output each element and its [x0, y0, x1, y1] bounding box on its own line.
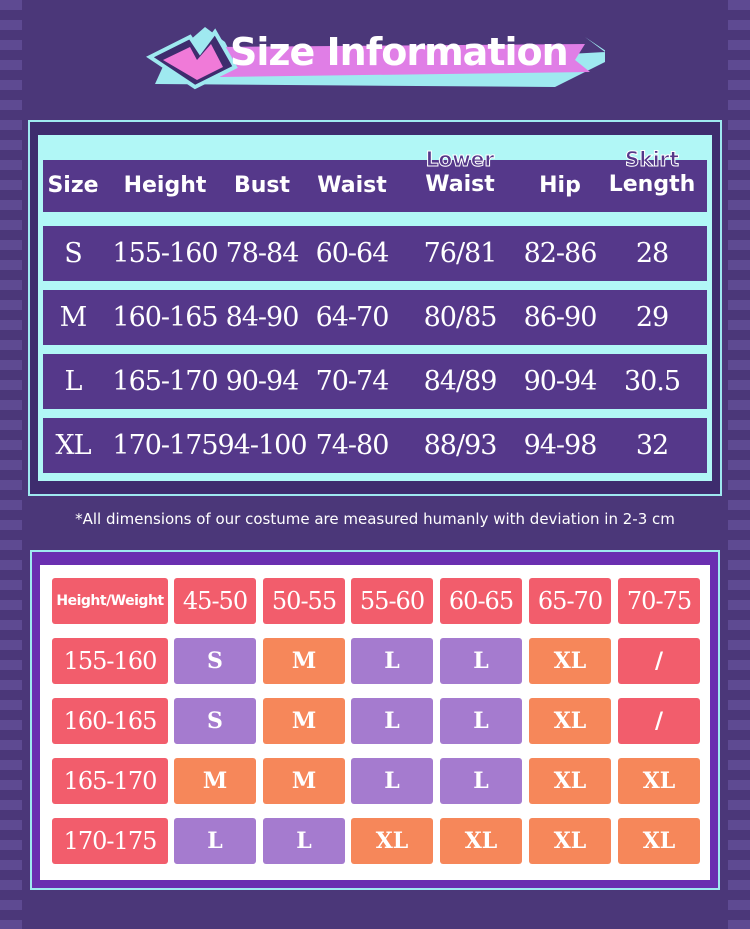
table-cell: 160-165	[112, 302, 218, 333]
size-cell: M	[174, 758, 256, 804]
size-cell: L	[174, 818, 256, 864]
table-cell: 94-100	[217, 430, 307, 461]
table-cell: 76/81	[423, 238, 498, 269]
size-cell: M	[263, 698, 345, 744]
size-cell: M	[263, 758, 345, 804]
column-header-main: Hip	[539, 173, 581, 198]
table-cell: 86-90	[523, 302, 598, 333]
column-header-main: Waist	[425, 172, 495, 197]
table-cell: 60-64	[315, 238, 390, 269]
weight-header: 65-70	[529, 578, 611, 624]
table-row: L 165-170 90-94 70-74 84/89 90-94 30.5	[43, 354, 707, 409]
page-title: Size Information	[230, 30, 569, 74]
height-header: 160-165	[52, 698, 168, 744]
table-cell: 155-160	[112, 238, 218, 269]
size-cell: XL	[618, 758, 700, 804]
size-cell: L	[351, 638, 433, 684]
table-cell: XL	[55, 430, 91, 461]
column-header-main: Length	[608, 172, 696, 197]
size-cell: XL	[529, 758, 611, 804]
table-cell: 170-175	[112, 430, 218, 461]
table-cell: 82-86	[523, 238, 598, 269]
column-header-main: Waist	[317, 173, 387, 198]
table-cell: 84-90	[225, 302, 300, 333]
column-header: Size	[47, 173, 98, 199]
weight-header: 60-65	[440, 578, 522, 624]
column-header: Bust	[234, 173, 290, 199]
size-cell: XL	[529, 698, 611, 744]
table-cell: 80/85	[423, 302, 498, 333]
column-header-main: Bust	[233, 173, 291, 198]
weight-header: 70-75	[618, 578, 700, 624]
table-cell: 32	[635, 430, 669, 461]
weight-header: 55-60	[351, 578, 433, 624]
column-header: Hip	[539, 173, 581, 199]
table-cell: 165-170	[112, 366, 218, 397]
title-banner	[146, 27, 605, 90]
table-cell: 64-70	[315, 302, 390, 333]
size-cell: L	[440, 698, 522, 744]
table-cell: 30.5	[623, 366, 681, 397]
size-cell: S	[174, 638, 256, 684]
corner-header: Height/Weight	[52, 578, 168, 624]
table-cell: 90-94	[523, 366, 598, 397]
size-table-header: Size Height Bust Waist Lower Waist Hip Skirt Len…	[43, 147, 707, 212]
table-cell: 28	[635, 238, 669, 269]
column-header: Height	[124, 173, 207, 199]
column-header-top: Skirt	[625, 147, 680, 172]
size-cell: XL	[529, 638, 611, 684]
table-cell: 88/93	[423, 430, 498, 461]
table-cell: 90-94	[225, 366, 300, 397]
table-cell: 74-80	[315, 430, 390, 461]
size-cell: S	[174, 698, 256, 744]
table-cell: 78-84	[225, 238, 300, 269]
weight-header: 45-50	[174, 578, 256, 624]
size-cell: XL	[351, 818, 433, 864]
size-cell: XL	[440, 818, 522, 864]
height-header: 170-175	[52, 818, 168, 864]
table-cell: 29	[635, 302, 669, 333]
column-header: Waist	[317, 173, 386, 199]
weight-header: 50-55	[263, 578, 345, 624]
size-cell: /	[618, 638, 700, 684]
size-cell: L	[263, 818, 345, 864]
table-row: M 160-165 84-90 64-70 80/85 86-90 29	[43, 290, 707, 345]
table-cell: 70-74	[315, 366, 390, 397]
height-header: 155-160	[52, 638, 168, 684]
size-cell: L	[440, 638, 522, 684]
size-cell: XL	[618, 818, 700, 864]
size-cell: XL	[529, 818, 611, 864]
decorative-border-right	[728, 0, 750, 929]
table-cell: S	[64, 238, 82, 269]
decorative-border-left	[0, 0, 22, 929]
table-cell: L	[64, 366, 83, 397]
column-header-main: Size	[47, 173, 99, 198]
column-header: Lower Waist	[425, 146, 494, 198]
table-cell: M	[59, 302, 88, 333]
height-header: 165-170	[52, 758, 168, 804]
table-cell: 84/89	[423, 366, 498, 397]
size-cell: L	[440, 758, 522, 804]
size-cell: M	[263, 638, 345, 684]
column-header-main: Height	[123, 173, 207, 198]
measurement-note: *All dimensions of our costume are measu…	[75, 510, 675, 528]
table-row: XL 170-175 94-100 74-80 88/93 94-98 32	[43, 418, 707, 473]
column-header: Skirt Length	[609, 146, 696, 198]
size-cell: /	[618, 698, 700, 744]
column-header-top: Lower	[425, 147, 495, 172]
size-cell: L	[351, 758, 433, 804]
table-cell: 94-98	[523, 430, 598, 461]
size-cell: L	[351, 698, 433, 744]
table-row: S 155-160 78-84 60-64 76/81 82-86 28	[43, 226, 707, 281]
